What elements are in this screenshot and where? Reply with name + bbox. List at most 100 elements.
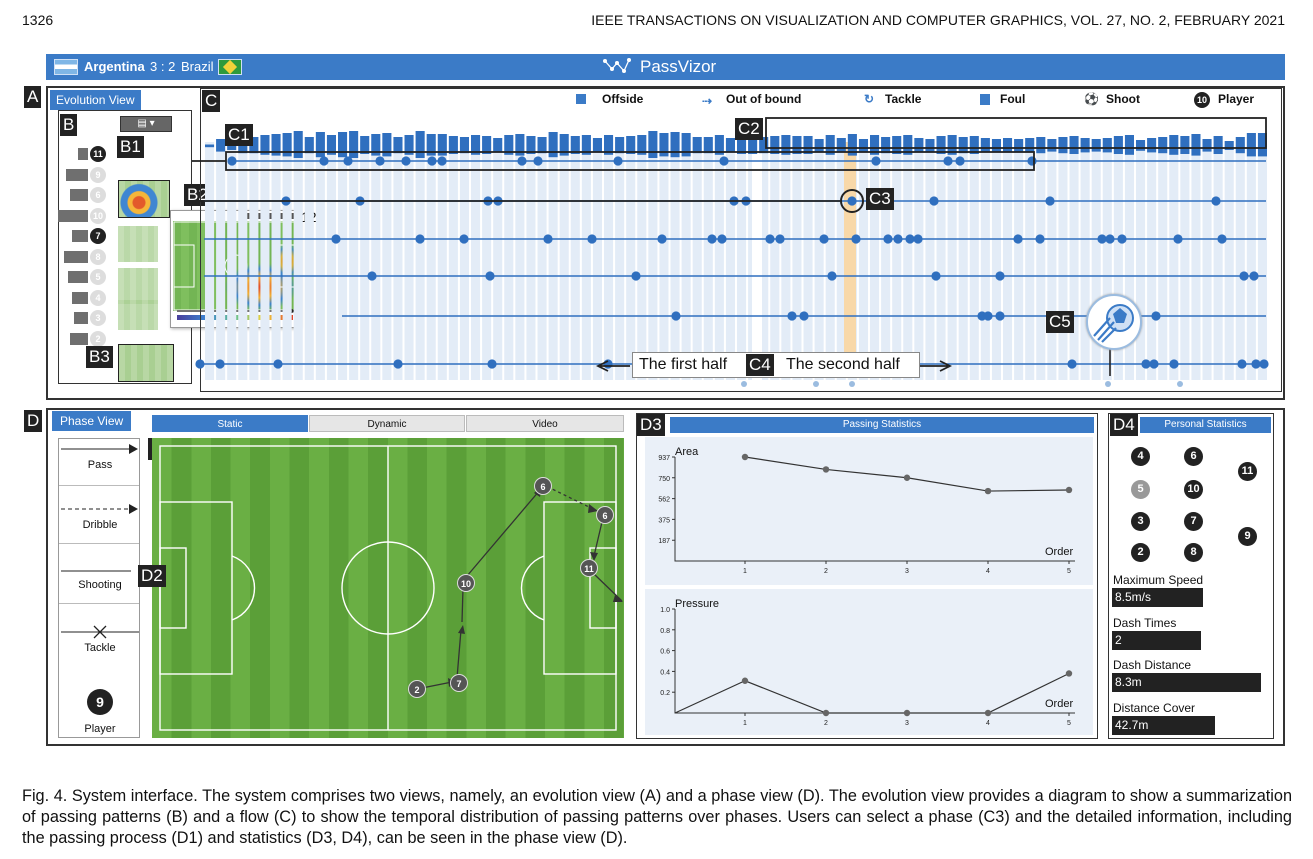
pass-node-player[interactable]: 6 — [534, 477, 552, 495]
personal-player-badge[interactable]: 8 — [1184, 543, 1203, 562]
passing-flow-chart[interactable] — [192, 112, 1272, 394]
area-chart-panel: Area Order 937 750 562 375 187 1 2 3 4 5 — [645, 437, 1093, 585]
phase-dot — [893, 234, 903, 244]
phase-dot — [657, 234, 667, 244]
passing-statistics-frame — [636, 413, 1098, 739]
phase-column — [1058, 142, 1068, 380]
phase-dot — [905, 234, 915, 244]
passing-process-pitch[interactable]: 2 7 10 6 6 11 — [152, 438, 624, 738]
argentina-flag-icon — [54, 59, 78, 75]
player-badge[interactable]: 11 — [90, 146, 106, 162]
phase-dot — [1105, 234, 1115, 244]
brazil-flag-icon — [218, 59, 242, 75]
chart-axis — [674, 609, 1075, 714]
personal-player-badge[interactable]: 6 — [1184, 447, 1203, 466]
personal-statistics-title: Personal Statistics — [1140, 417, 1271, 433]
phase-column — [637, 142, 647, 380]
phase-dot — [717, 234, 727, 244]
pattern-mini-field[interactable] — [118, 268, 158, 304]
phase-column — [759, 142, 769, 380]
data-point — [903, 709, 911, 717]
personal-player-badge[interactable]: 7 — [1184, 512, 1203, 531]
shooting-legend-icon — [61, 570, 131, 572]
phase-count-bar — [648, 131, 658, 158]
phase-column — [382, 142, 392, 380]
second-half-label: The second half — [786, 356, 900, 373]
player-badge[interactable]: 8 — [90, 248, 106, 265]
legend-out-of-bound: Out of bound — [726, 92, 802, 106]
phase-count-bar — [936, 136, 946, 154]
y-tick-label: 0.6 — [660, 649, 670, 656]
match-score: 3 : 2 — [150, 59, 176, 74]
series-line — [674, 672, 1070, 714]
phase-dot — [1251, 359, 1261, 369]
phase-column — [1080, 142, 1090, 380]
evolution-view-button[interactable]: Evolution View — [50, 90, 141, 110]
phase-count-bar — [1102, 138, 1112, 153]
phase-count-bar — [1224, 141, 1234, 150]
phase-count-bar — [670, 132, 680, 158]
player-badge[interactable]: 9 — [90, 166, 106, 183]
pattern-mini-field[interactable] — [118, 226, 158, 262]
phase-dot — [195, 359, 205, 369]
phase-column — [393, 142, 403, 380]
x-tick-label: 3 — [905, 720, 909, 727]
player-badge[interactable]: 6 — [90, 187, 106, 203]
data-point — [903, 474, 911, 481]
phase-count-bar — [1113, 136, 1123, 154]
shoot-event-zoom[interactable] — [1086, 294, 1142, 350]
phase-column — [1047, 142, 1057, 380]
pass-node-player[interactable]: 10 — [457, 574, 475, 592]
selected-phase-highlight — [844, 142, 856, 372]
phase-column — [670, 142, 680, 380]
sort-button[interactable]: ▤ ▾ — [120, 116, 172, 132]
second-half-arrow — [920, 360, 953, 372]
heatmap-bar — [247, 213, 295, 219]
phase-column — [249, 142, 259, 380]
player-badge[interactable]: 5 — [90, 269, 106, 285]
phase-view-button[interactable]: Phase View — [52, 411, 132, 431]
phase-count-bar — [1235, 137, 1245, 154]
personal-player-badge[interactable]: 9 — [1238, 527, 1257, 546]
pass-node-player[interactable]: 6 — [596, 506, 614, 524]
personal-player-badge[interactable]: 10 — [1184, 480, 1203, 499]
phase-count-bar — [991, 139, 1001, 152]
phase-dot — [1013, 234, 1023, 244]
player-badge[interactable]: 10 — [90, 207, 106, 224]
phase-column — [548, 142, 558, 380]
first-half-label: The first half — [639, 356, 728, 373]
player-badge[interactable]: 2 — [90, 330, 106, 347]
half-time-gap — [752, 142, 762, 382]
personal-player-badge[interactable]: 2 — [1131, 543, 1150, 562]
pressure-line-chart[interactable]: Pressure Order 1.0 0.8 0.6 0.4 0.2 1 2 3 4 5 — [645, 589, 1093, 735]
x-axis-label: Order — [1045, 546, 1073, 558]
personal-player-badge[interactable]: 4 — [1131, 447, 1150, 466]
tab-dynamic[interactable]: Dynamic — [309, 415, 465, 432]
area-line-chart[interactable]: Area Order 937 750 562 375 187 1 2 3 4 5 — [645, 437, 1093, 585]
phase-column — [903, 142, 913, 380]
player-icon: 10 — [1194, 92, 1210, 108]
pattern-mini-field[interactable] — [118, 180, 170, 218]
phase-column — [448, 142, 458, 380]
personal-player-badge[interactable]: 3 — [1131, 512, 1150, 531]
player-badge[interactable]: 4 — [90, 289, 106, 306]
player-badge[interactable]: 3 — [90, 310, 106, 326]
pattern-mini-field[interactable] — [118, 300, 158, 330]
x-tick-label: 5 — [1067, 720, 1071, 727]
tab-video[interactable]: Video — [466, 415, 624, 432]
phase-column — [825, 142, 835, 380]
personal-player-badge[interactable]: 5 — [1131, 480, 1150, 499]
phase-dot — [587, 234, 597, 244]
phase-column — [471, 142, 481, 380]
tab-static[interactable]: Static — [152, 415, 308, 432]
legend-shoot: Shoot — [1106, 92, 1140, 106]
pass-node-player[interactable]: 11 — [580, 559, 598, 577]
personal-player-badge[interactable]: 11 — [1238, 462, 1257, 481]
phase-column — [991, 142, 1001, 380]
player-badge[interactable]: 7 — [90, 228, 106, 244]
pass-node-player[interactable]: 7 — [450, 674, 468, 692]
pattern-mini-field-selected[interactable] — [118, 344, 174, 382]
phase-column — [592, 142, 602, 380]
pass-node-player[interactable]: 2 — [408, 680, 426, 698]
shoot-event-icon — [813, 381, 819, 387]
